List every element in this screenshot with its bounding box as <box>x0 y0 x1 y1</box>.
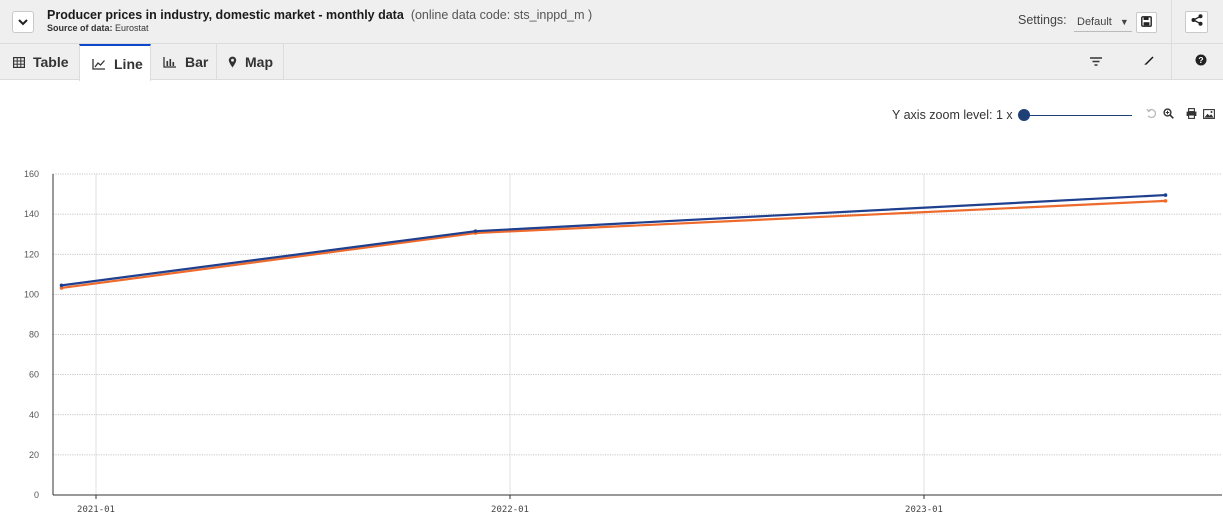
y-tick-label: 100 <box>24 289 39 299</box>
reset-icon <box>1145 106 1157 124</box>
print-icon <box>1186 106 1197 124</box>
y-axis-zoom-label: Y axis zoom level: 1 x <box>892 108 1013 122</box>
table-icon <box>13 56 25 68</box>
series-1-point <box>59 283 64 288</box>
save-button[interactable] <box>1136 12 1157 33</box>
y-tick-label: 120 <box>24 249 39 259</box>
edit-button[interactable] <box>1138 52 1160 72</box>
tab-bar[interactable]: Bar <box>152 44 216 80</box>
y-tick-label: 80 <box>29 330 39 340</box>
y-tick-label: 40 <box>29 410 39 420</box>
print-button[interactable] <box>1184 108 1198 122</box>
dataset-code: (online data code: sts_inppd_m ) <box>410 8 593 22</box>
zoom-slider-track[interactable] <box>1024 115 1132 116</box>
download-image-button[interactable] <box>1202 108 1216 122</box>
source-label: Source of data: <box>47 23 113 33</box>
svg-text:?: ? <box>1198 55 1203 65</box>
y-tick-label: 160 <box>24 169 39 179</box>
settings-label: Settings: <box>1018 13 1067 27</box>
series-2-point <box>1163 199 1168 203</box>
dataset-title: Producer prices in industry, domestic ma… <box>47 8 404 22</box>
tab-table-label: Table <box>33 54 69 70</box>
tab-map[interactable]: Map <box>217 44 283 80</box>
source-value: Eurostat <box>115 23 149 33</box>
tab-line-label: Line <box>114 55 143 72</box>
y-tick-label: 20 <box>29 450 39 460</box>
tab-divider <box>216 44 217 80</box>
y-tick-label: 60 <box>29 370 39 380</box>
tab-map-label: Map <box>245 54 273 70</box>
source-line: Source of data: Eurostat <box>47 23 149 33</box>
pencil-icon <box>1143 53 1155 71</box>
help-icon: ? <box>1195 53 1207 71</box>
series-1-point <box>1163 193 1168 197</box>
share-icon <box>1191 13 1203 31</box>
header-bar: Producer prices in industry, domestic ma… <box>0 0 1223 44</box>
settings-select[interactable]: Default ▼ <box>1074 12 1132 32</box>
toolbar-divider <box>1171 44 1172 80</box>
zoom-icon <box>1162 106 1174 124</box>
share-area <box>1171 0 1223 44</box>
line-chart-icon <box>92 58 106 70</box>
collapse-button[interactable] <box>12 11 34 33</box>
series-2-line <box>61 199 1166 290</box>
y-tick-label: 140 <box>24 209 39 219</box>
help-button[interactable]: ? <box>1190 52 1212 72</box>
floppy-disk-icon <box>1141 14 1152 32</box>
image-icon <box>1203 106 1215 124</box>
dataset-title-line: Producer prices in industry, domestic ma… <box>47 8 592 22</box>
filter-icon <box>1090 53 1102 71</box>
line-chart: 0 20 40 60 80 100 120 140 160 2021-01 2022-01 2023-… <box>24 169 1222 515</box>
filter-button[interactable] <box>1085 52 1107 72</box>
x-tick-label: 2023-01 <box>905 505 943 515</box>
share-button[interactable] <box>1185 11 1208 33</box>
settings-selected-value: Default <box>1077 15 1112 28</box>
map-marker-icon <box>228 56 237 68</box>
series-1-point <box>473 229 478 233</box>
view-tab-bar: Table Line Bar Map ? <box>0 44 1223 81</box>
x-tick-label: 2022-01 <box>491 505 529 515</box>
tab-divider <box>283 44 284 80</box>
tab-bar-label: Bar <box>185 54 209 70</box>
tab-table[interactable]: Table <box>0 44 79 80</box>
caret-down-icon: ▼ <box>1119 16 1129 27</box>
bar-chart-icon <box>163 56 177 68</box>
x-tick-label: 2021-01 <box>77 505 115 515</box>
zoom-button[interactable] <box>1161 108 1175 122</box>
zoom-slider-handle[interactable] <box>1018 109 1030 121</box>
chevron-down-icon <box>18 13 28 31</box>
y-tick-label: 0 <box>34 490 39 500</box>
reset-zoom-button[interactable] <box>1144 108 1158 122</box>
series-2-point <box>59 286 64 290</box>
tab-line[interactable]: Line <box>79 44 151 81</box>
